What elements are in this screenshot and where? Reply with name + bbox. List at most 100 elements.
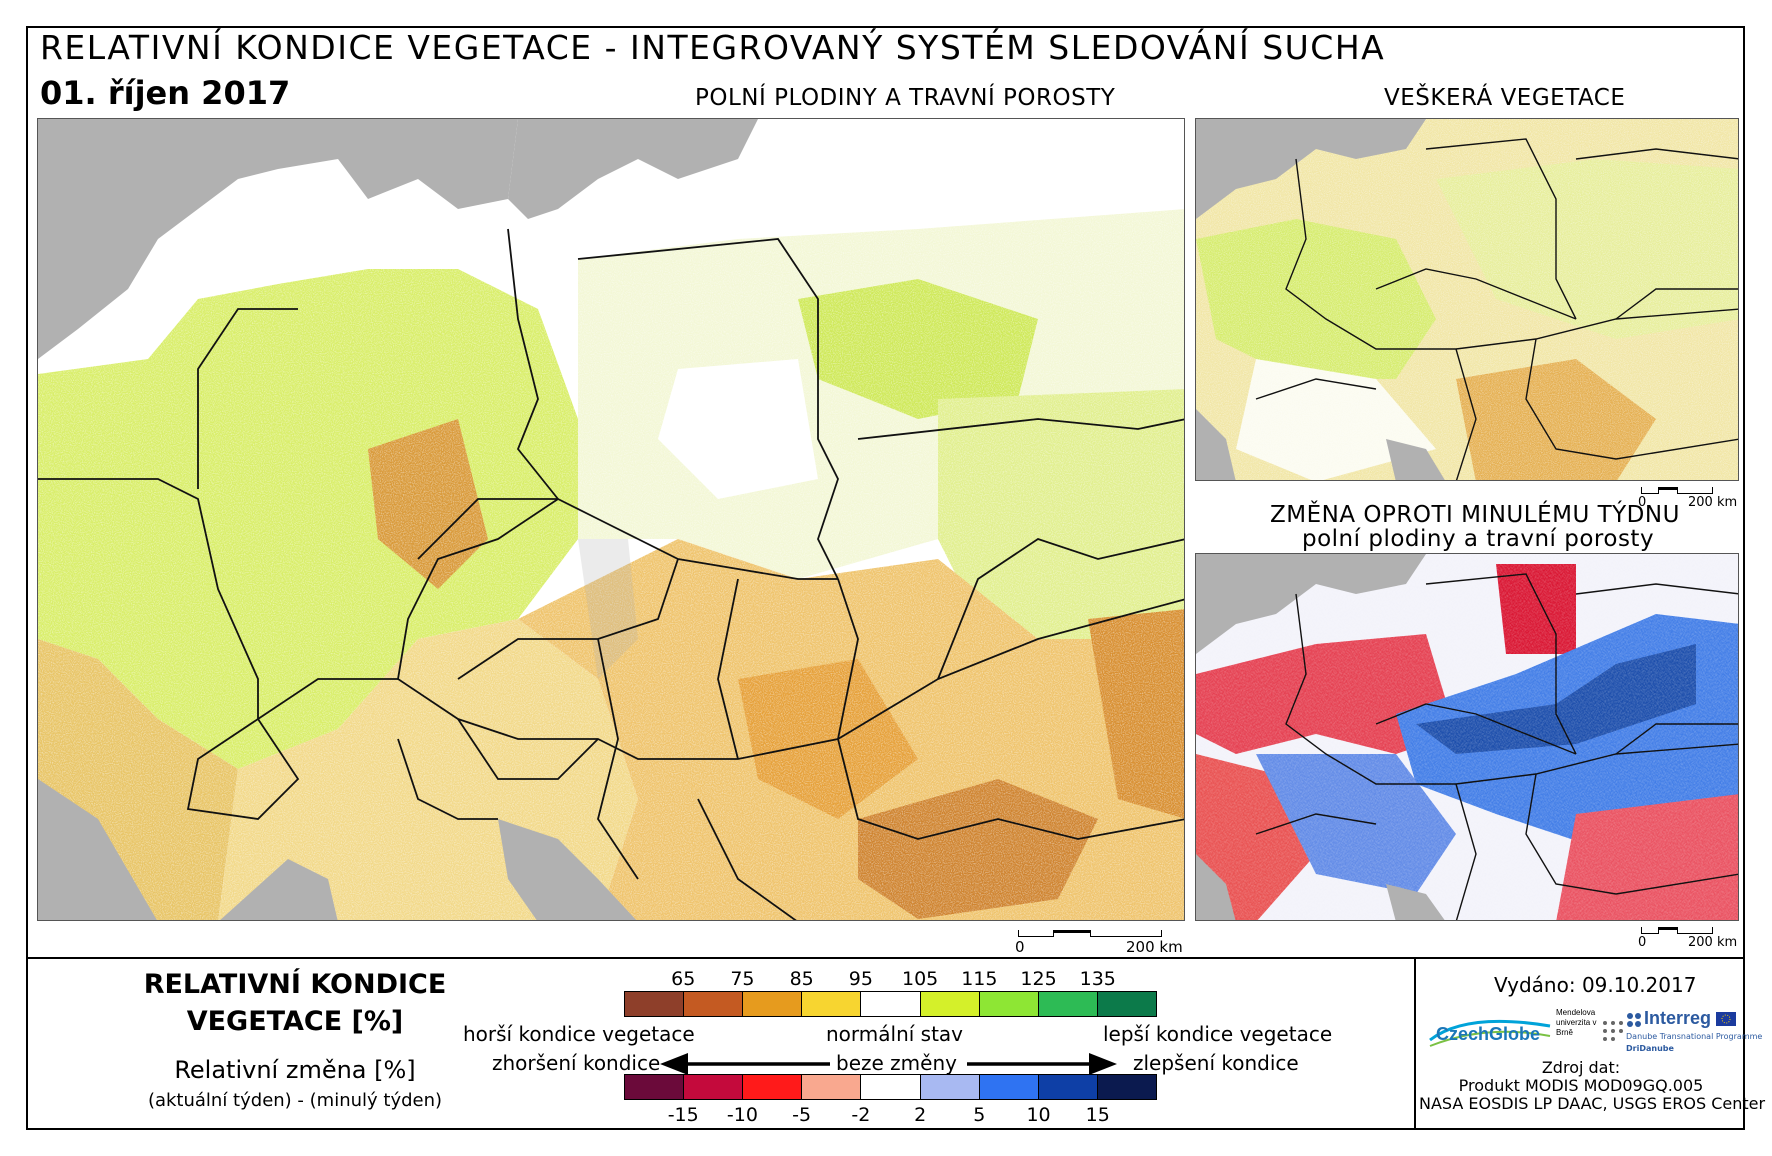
scalebar-segment bbox=[1659, 487, 1677, 490]
change-legend-subtitle: (aktuální týden) - (minulý týden) bbox=[147, 1090, 443, 1111]
condition-color-scale bbox=[624, 991, 1157, 1017]
condition-tick-label: 105 bbox=[901, 968, 939, 990]
condition-swatch bbox=[920, 992, 980, 1016]
change-tick-label: -2 bbox=[851, 1104, 871, 1126]
condition-tick-label: 125 bbox=[1020, 968, 1057, 990]
main-map-scalebar: 0 200 km bbox=[1015, 930, 1185, 956]
czechglobe-swoosh-icon bbox=[1429, 1019, 1551, 1047]
scalebar-segment bbox=[1054, 930, 1090, 933]
change-swatch bbox=[684, 1075, 744, 1099]
condition-tick-label: 65 bbox=[671, 968, 696, 990]
all-vegetation-map bbox=[1195, 118, 1739, 481]
legend-title-line1: RELATIVNÍ KONDICE bbox=[143, 969, 447, 1000]
condition-swatch bbox=[1097, 992, 1156, 1016]
right-arrow-icon bbox=[967, 1053, 1117, 1075]
condition-tick-label: 85 bbox=[789, 968, 814, 990]
main-map-svg bbox=[38, 119, 1184, 920]
change-ticks: -15 -10 -5 -2 2 5 10 15 bbox=[620, 1104, 1157, 1128]
date-label: 01. říjen 2017 bbox=[40, 74, 291, 112]
change-tick-label: -5 bbox=[792, 1104, 812, 1126]
interreg-logo: Interreg Danube Transnational Programme … bbox=[1626, 1006, 1762, 1062]
dridanube-text: DriDanube bbox=[1626, 1044, 1674, 1053]
eu-flag-icon bbox=[1716, 1012, 1736, 1026]
scalebar-segment bbox=[1018, 930, 1054, 937]
interreg-logo-text: Interreg bbox=[1644, 1008, 1712, 1028]
condition-swatch bbox=[625, 992, 685, 1016]
interreg-dots-icon bbox=[1627, 1013, 1641, 1027]
scalebar-segment bbox=[1677, 487, 1713, 494]
change-swatch bbox=[743, 1075, 803, 1099]
left-arrow-icon bbox=[660, 1053, 830, 1075]
change-tick-label: 10 bbox=[1026, 1104, 1051, 1126]
scalebar-segment bbox=[1659, 927, 1677, 930]
no-change-label: beze změny bbox=[836, 1051, 957, 1075]
scalebar-segment bbox=[1677, 927, 1713, 934]
main-map-title: POLNÍ PLODINY A TRAVNÍ POROSTY bbox=[695, 85, 1116, 111]
czechglobe-logo: CzechGlobe bbox=[1426, 1008, 1554, 1058]
change-map-scalebar: 0 200 km bbox=[1638, 927, 1748, 951]
change-map-title: ZMĚNA OPROTI MINULÉMU TÝDNU bbox=[1270, 502, 1680, 528]
page-title: RELATIVNÍ KONDICE VEGETACE - INTEGROVANÝ… bbox=[40, 28, 1386, 67]
condition-tick-label: 95 bbox=[848, 968, 873, 990]
condition-swatch bbox=[743, 992, 803, 1016]
scalebar-segment bbox=[1641, 927, 1659, 934]
weekly-change-map-svg bbox=[1196, 554, 1738, 920]
scalebar-max: 200 km bbox=[1126, 938, 1183, 956]
condition-tick-label: 135 bbox=[1079, 968, 1116, 990]
scalebar-zero: 0 bbox=[1638, 935, 1647, 950]
legend-divider bbox=[28, 957, 1743, 959]
czechglobe-logo-text: CzechGlobe bbox=[1436, 1024, 1541, 1044]
change-swatch bbox=[979, 1075, 1039, 1099]
scalebar-max: 200 km bbox=[1688, 495, 1738, 510]
change-tick-label: -15 bbox=[667, 1104, 699, 1126]
improvement-label: zlepšení kondice bbox=[1133, 1051, 1299, 1075]
danube-programme-text: Danube Transnational Programme bbox=[1626, 1032, 1763, 1041]
condition-swatch bbox=[684, 992, 744, 1016]
all-vegetation-map-svg bbox=[1196, 119, 1738, 480]
change-legend-title: Relativní změna [%] bbox=[174, 1056, 416, 1084]
mendelu-logo-text: Mendelova univerzita v Brně bbox=[1556, 1008, 1597, 1037]
change-swatch bbox=[1097, 1075, 1156, 1099]
data-source-product: Produkt MODIS MOD09GQ.005 bbox=[1458, 1076, 1704, 1095]
change-swatch bbox=[861, 1075, 921, 1099]
condition-swatch bbox=[802, 992, 862, 1016]
all-vegetation-map-title: VEŠKERÁ VEGETACE bbox=[1384, 85, 1626, 111]
change-swatch bbox=[1038, 1075, 1098, 1099]
scalebar-segment bbox=[1090, 930, 1162, 937]
mendelu-logo: Mendelova univerzita v Brně bbox=[1556, 1008, 1626, 1060]
change-map-subtitle: polní plodiny a travní porosty bbox=[1302, 526, 1655, 552]
condition-swatch bbox=[1038, 992, 1098, 1016]
worse-condition-label: horší kondice vegetace bbox=[463, 1022, 695, 1046]
condition-swatch bbox=[979, 992, 1039, 1016]
scalebar-zero: 0 bbox=[1015, 938, 1025, 956]
partner-logos: CzechGlobe Mendelova univerzita v Brně I… bbox=[1426, 1006, 1762, 1070]
scalebar-segment bbox=[1641, 487, 1659, 494]
condition-tick-label: 75 bbox=[730, 968, 755, 990]
condition-swatch bbox=[861, 992, 921, 1016]
normal-state-label: normální stav bbox=[826, 1022, 964, 1046]
condition-tick-label: 115 bbox=[961, 968, 998, 990]
change-tick-label: 15 bbox=[1085, 1104, 1110, 1126]
change-swatch bbox=[802, 1075, 862, 1099]
change-swatch bbox=[625, 1075, 685, 1099]
scalebar-zero: 0 bbox=[1638, 495, 1647, 510]
change-tick-label: 2 bbox=[914, 1104, 927, 1126]
scalebar-max: 200 km bbox=[1688, 935, 1738, 950]
change-color-scale bbox=[624, 1074, 1157, 1100]
mendelu-dots-icon bbox=[1603, 1021, 1623, 1041]
all-map-scalebar: 0 200 km bbox=[1638, 487, 1748, 511]
change-tick-label: -10 bbox=[726, 1104, 758, 1126]
footer-divider bbox=[1414, 957, 1416, 1128]
condition-ticks: 65 75 85 95 105 115 125 135 bbox=[620, 968, 1157, 992]
legend-title: RELATIVNÍ KONDICE VEGETACE [%] bbox=[95, 966, 495, 1040]
data-source-provider: NASA EOSDIS LP DAAC, USGS EROS Center bbox=[1419, 1094, 1766, 1113]
main-condition-map bbox=[37, 118, 1185, 921]
change-swatch bbox=[920, 1075, 980, 1099]
issued-date: Vydáno: 09.10.2017 bbox=[1494, 973, 1697, 997]
better-condition-label: lepší kondice vegetace bbox=[1103, 1022, 1333, 1046]
change-tick-label: 5 bbox=[973, 1104, 986, 1126]
worsening-label: zhoršení kondice bbox=[492, 1051, 661, 1075]
weekly-change-map bbox=[1195, 553, 1739, 921]
data-source-label: Zdroj dat: bbox=[1541, 1058, 1621, 1077]
legend-title-line2: VEGETACE [%] bbox=[186, 1006, 404, 1037]
